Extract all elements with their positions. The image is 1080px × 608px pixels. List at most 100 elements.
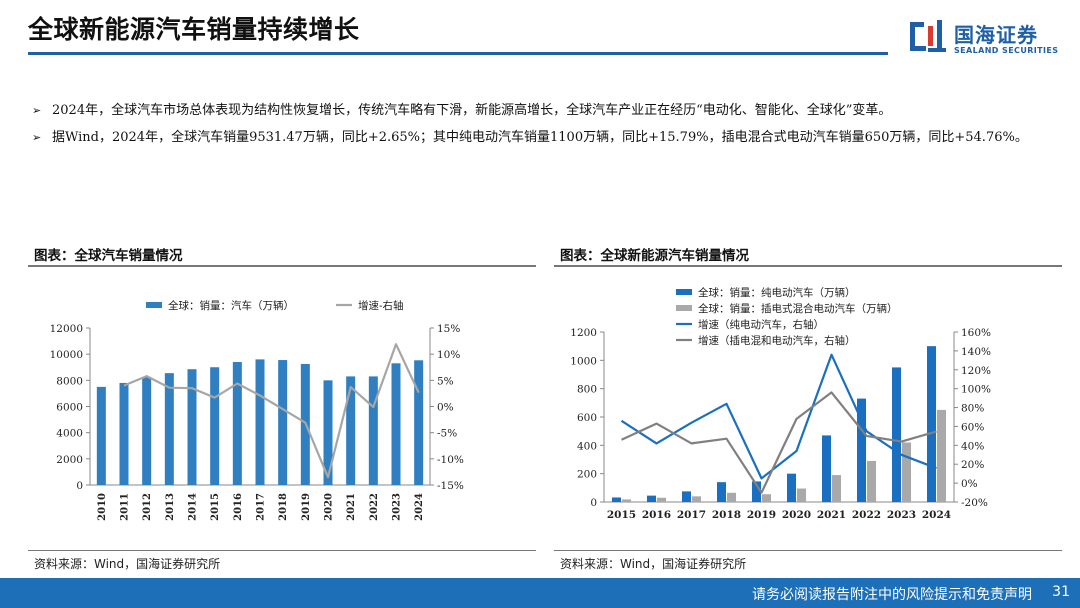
left-chart: 0 2000 4000 6000 8000 10000 12000 -15% -10% -5% 0%… (50, 299, 464, 521)
x-tick-label: 2023 (887, 509, 916, 521)
right-chart-title: 图表：全球新能源汽车销量情况 (560, 248, 749, 264)
bar (210, 367, 220, 485)
bar (682, 491, 691, 502)
x-tick-label: 2016 (233, 493, 244, 521)
y-tick-label-right: -20% (961, 497, 988, 509)
bar (762, 494, 771, 502)
bar (164, 373, 174, 485)
logo-english: SEALAND SECURITIES (954, 46, 1059, 55)
legend-swatch (676, 289, 692, 295)
bar (752, 481, 761, 502)
y-tick-label-right: 100% (961, 384, 991, 396)
x-tick-label: 2010 (97, 493, 108, 521)
left-source-note: 资料来源：Wind，国海证券研究所 (34, 557, 221, 571)
x-tick-label: 2020 (782, 509, 811, 521)
y-tick-label-right: 80% (961, 403, 984, 415)
x-tick-label: 2015 (210, 493, 221, 521)
company-logo: 国海证券 SEALAND SECURITIES (908, 18, 1068, 60)
bullet-list: ➢ 2024年，全球汽车市场总体表现为结构性恢复增长，传统汽车略有下滑，新能源高… (28, 98, 1068, 152)
right-chart: 0 200 400 600 800 1000 1200 -20% 0% 20% 40% 60% 80% 1… (570, 286, 991, 521)
y-tick-label-right: 60% (961, 421, 984, 433)
y-tick-label-left: 2000 (56, 454, 83, 466)
y-tick-label-right: -10% (437, 454, 464, 466)
y-tick-label-left: 600 (577, 412, 597, 424)
bar (96, 386, 106, 485)
left-chart-bottom-rule (28, 550, 536, 551)
arrow-bullet-icon: ➢ (32, 131, 42, 144)
x-tick-label: 2016 (642, 509, 671, 521)
bullet-text: 2024年，全球汽车市场总体表现为结构性恢复增长，传统汽车略有下滑，新能源高增长… (52, 103, 892, 118)
legend-label: 全球：销量：汽车（万辆） (168, 299, 294, 312)
title-rule (28, 52, 888, 55)
footer-disclaimer: 请务必阅读报告附注中的风险提示和免责声明 (752, 587, 1032, 603)
bar (142, 377, 152, 485)
y-tick-label-right: 15% (437, 323, 460, 335)
bullet-item: ➢ 据Wind，2024年，全球汽车销量9531.47万辆，同比+2.65%；其… (28, 125, 1068, 150)
bar (368, 376, 378, 485)
bar (414, 360, 424, 485)
x-tick-label: 2012 (142, 493, 153, 521)
y-tick-label-left: 800 (577, 384, 597, 396)
bar (119, 382, 129, 485)
x-tick-label: 2014 (188, 493, 199, 521)
bar (892, 367, 901, 502)
legend-label: 全球：销量：插电式混合电动汽车（万辆） (698, 302, 898, 315)
x-tick-label: 2022 (852, 509, 881, 521)
x-tick-label: 2018 (278, 493, 289, 521)
y-tick-label-right: 120% (961, 365, 991, 377)
bar (278, 360, 288, 485)
x-tick-label: 2022 (369, 493, 380, 521)
bar (727, 492, 736, 502)
bar (937, 409, 946, 502)
y-tick-label-right: 160% (961, 327, 991, 339)
bar (797, 488, 806, 502)
bar (902, 442, 911, 502)
bar (822, 435, 831, 502)
slide-title: 全球新能源汽车销量持续增长 (28, 15, 360, 44)
y-tick-label-right: 0% (437, 402, 454, 414)
x-tick-label: 2024 (414, 493, 425, 521)
x-tick-label: 2021 (817, 509, 846, 521)
bar (717, 482, 726, 502)
right-source-note: 资料来源：Wind，国海证券研究所 (560, 557, 747, 571)
logo-mark-icon (910, 20, 946, 52)
bar (692, 496, 701, 502)
arrow-bullet-icon: ➢ (32, 104, 42, 117)
y-tick-label-left: 6000 (56, 402, 83, 414)
legend-swatch (146, 302, 162, 308)
y-tick-label-left: 400 (577, 440, 597, 452)
x-tick-label: 2021 (346, 493, 357, 521)
bullet-text: 据Wind，2024年，全球汽车销量9531.47万辆，同比+2.65%；其中纯… (52, 130, 1028, 145)
bar (232, 362, 242, 485)
bar (787, 473, 796, 502)
x-tick-label: 2019 (301, 493, 312, 521)
logo-chinese: 国海证券 (954, 23, 1038, 47)
x-tick-label: 2023 (392, 493, 403, 521)
y-tick-label-right: 10% (437, 349, 460, 361)
y-tick-label-left: 1000 (570, 355, 597, 367)
y-tick-label-right: -15% (437, 480, 464, 492)
y-tick-label-right: -5% (437, 428, 457, 440)
legend-label: 增速（插电混和电动汽车，右轴） (698, 334, 856, 347)
x-tick-label: 2015 (607, 509, 636, 521)
legend-label: 全球：销量：纯电动汽车（万辆） (698, 286, 856, 299)
y-tick-label-left: 12000 (50, 323, 83, 335)
series-line (123, 343, 420, 479)
series-line (621, 391, 937, 494)
legend-swatch (676, 305, 692, 311)
x-tick-label: 2018 (712, 509, 741, 521)
left-chart-title-rule (28, 265, 536, 267)
y-tick-label-left: 4000 (56, 428, 83, 440)
y-tick-label-left: 10000 (50, 349, 83, 361)
y-tick-label-left: 200 (577, 469, 597, 481)
bar (187, 369, 197, 485)
series-line (620, 353, 937, 480)
y-tick-label-right: 140% (961, 346, 991, 358)
bar (391, 363, 401, 485)
bar (346, 376, 356, 485)
x-tick-label: 2020 (324, 493, 335, 521)
x-tick-label: 2011 (120, 493, 131, 521)
bar (832, 475, 841, 502)
bar (857, 398, 866, 502)
x-tick-label: 2017 (256, 493, 267, 521)
